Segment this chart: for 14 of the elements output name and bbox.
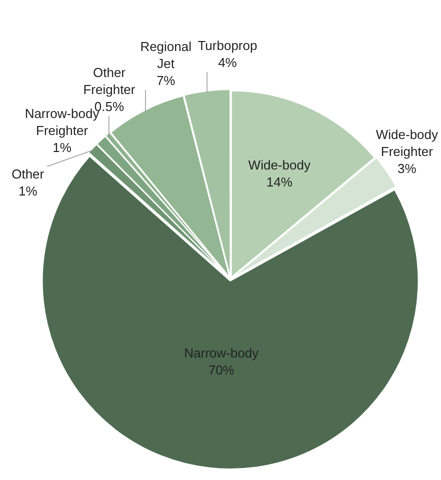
slice-label: Other bbox=[12, 166, 45, 182]
slice-label: Regional Jet bbox=[140, 39, 192, 72]
data-label: 7% bbox=[156, 73, 176, 88]
data-label: 4% bbox=[218, 55, 238, 70]
slice-label: Other Freighter bbox=[83, 65, 136, 98]
slice-label: Turboprop bbox=[198, 38, 258, 54]
data-label: 1% bbox=[18, 184, 38, 199]
slice-label: Wide-body Freighter bbox=[376, 126, 438, 159]
data-label: 3% bbox=[398, 160, 417, 176]
data-label: 14% bbox=[266, 174, 293, 190]
data-label: 70% bbox=[208, 362, 235, 378]
slice-label: Wide-body bbox=[248, 158, 311, 173]
slice-label: Narrow-body bbox=[184, 345, 260, 360]
data-label: 1% bbox=[52, 140, 72, 155]
